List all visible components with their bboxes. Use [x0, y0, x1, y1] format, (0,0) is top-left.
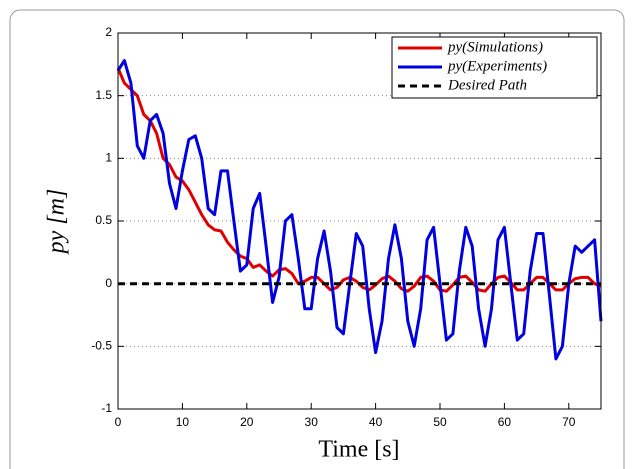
- x-tick-label: 40: [369, 415, 383, 429]
- plot-area: [117, 32, 602, 410]
- series-line: [116, 59, 603, 361]
- y-tick-label: -1: [101, 401, 112, 415]
- x-tick-label: 60: [498, 415, 512, 429]
- legend-label: Desired Path: [447, 77, 527, 93]
- x-tick-label: 70: [562, 415, 576, 429]
- x-tick-label: 30: [305, 415, 319, 429]
- y-tick-label: 0: [105, 276, 112, 290]
- y-tick-label: 1: [105, 151, 112, 165]
- x-tick-label: 50: [433, 415, 447, 429]
- x-tick-label: 10: [176, 415, 190, 429]
- x-tick-label: 0: [115, 415, 122, 429]
- legend-label: py(Simulations): [447, 39, 543, 55]
- series-line: [116, 67, 602, 293]
- legend-label: py(Experiments): [447, 58, 547, 74]
- y-tick-label: 0.5: [95, 213, 112, 227]
- x-axis-label: Time [s]: [318, 437, 399, 463]
- x-tick-label: 20: [240, 415, 254, 429]
- y-axis-label: py [m]: [44, 189, 70, 256]
- y-tick-label: 2: [105, 25, 112, 39]
- frame: [9, 9, 625, 469]
- y-tick-label: 1.5: [95, 88, 112, 102]
- y-tick-label: -0.5: [91, 339, 112, 353]
